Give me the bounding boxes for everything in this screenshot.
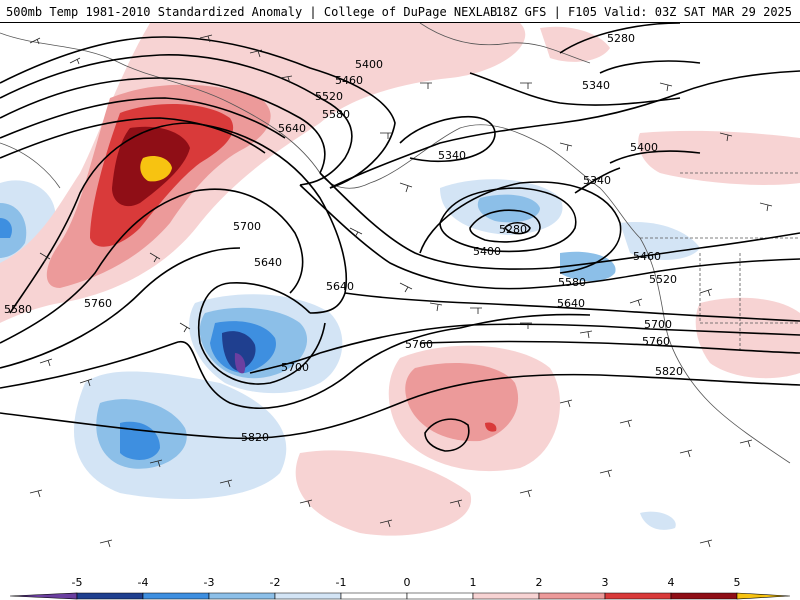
colorbar-tick-labels: -5 -4 -3 -2 -1 0 1 2 3 4 5: [72, 576, 741, 589]
contour-label: 5820: [241, 431, 269, 444]
colorbar-segment: [604, 592, 672, 600]
colorbar-segments: [9, 592, 791, 600]
weather-map: 5280 5400 5460 5520 5580 5640 5340 5400 5340 5340…: [0, 23, 800, 576]
colorbar-tick-label: 0: [404, 576, 411, 589]
contour-label: 5340: [583, 174, 611, 187]
geopotential-height-contours: [0, 23, 800, 452]
contour-label: 5580: [558, 276, 586, 289]
model-valid-time: 18Z GFS | F105 Valid: 03Z SAT MAR 29 202…: [495, 5, 792, 19]
colorbar-segment: [670, 592, 738, 600]
colorbar-segment: [142, 592, 210, 600]
contour-label: 5580: [4, 303, 32, 316]
colorbar-segment: [472, 592, 540, 600]
colorbar-segment: [274, 592, 342, 600]
contour-label: 5640: [557, 297, 585, 310]
anomaly-colorbar: -5 -4 -3 -2 -1 0 1 2 3 4 5: [0, 576, 800, 600]
colorbar-tick-label: 3: [602, 576, 609, 589]
colorbar-tick-label: -5: [72, 576, 83, 589]
negative-anomaly-shading: [0, 179, 700, 530]
colorbar-tick-label: -4: [138, 576, 149, 589]
colorbar-segment: [208, 592, 276, 600]
colorbar-tick-label: 5: [734, 576, 741, 589]
contour-labels: 5280 5400 5460 5520 5580 5640 5340 5400 5340 5340…: [4, 32, 683, 444]
colorbar-segment: [76, 592, 144, 600]
colorbar-segment: [538, 592, 606, 600]
contour-label: 5520: [649, 273, 677, 286]
contour-label: 5400: [355, 58, 383, 71]
map-title: 500mb Temp 1981-2010 Standardized Anomal…: [6, 5, 498, 19]
contour-label: 5280: [499, 223, 527, 236]
colorbar-segment: [9, 592, 78, 600]
positive-anomaly-shading: [0, 23, 800, 536]
contour-label: 5520: [315, 90, 343, 103]
contour-label: 5640: [326, 280, 354, 293]
colorbar-segment: [340, 592, 408, 600]
contour-label: 5460: [335, 74, 363, 87]
contour-label: 5640: [254, 256, 282, 269]
colorbar-segment: [406, 592, 474, 600]
wind-barbs: [29, 34, 773, 548]
colorbar-tick-label: -3: [204, 576, 215, 589]
contour-label: 5760: [405, 338, 433, 351]
contour-label: 5700: [644, 318, 672, 331]
contour-label: 5460: [633, 250, 661, 263]
map-header: 500mb Temp 1981-2010 Standardized Anomal…: [0, 0, 800, 23]
contour-label: 5640: [278, 122, 306, 135]
contour-label: 5280: [607, 32, 635, 45]
colorbar-tick-label: 1: [470, 576, 477, 589]
contour-label: 5340: [438, 149, 466, 162]
colorbar-tick-label: -2: [270, 576, 281, 589]
contour-label: 5820: [655, 365, 683, 378]
contour-label: 5760: [642, 335, 670, 348]
contour-label: 5340: [582, 79, 610, 92]
colorbar-tick-label: 4: [668, 576, 675, 589]
contour-label: 5700: [233, 220, 261, 233]
colorbar-tick-label: -1: [336, 576, 347, 589]
contour-label: 5760: [84, 297, 112, 310]
contour-label: 5700: [281, 361, 309, 374]
contour-label: 5580: [322, 108, 350, 121]
contour-label: 5400: [473, 245, 501, 258]
colorbar-segment: [736, 592, 791, 600]
contour-label: 5400: [630, 141, 658, 154]
colorbar-tick-label: 2: [536, 576, 543, 589]
